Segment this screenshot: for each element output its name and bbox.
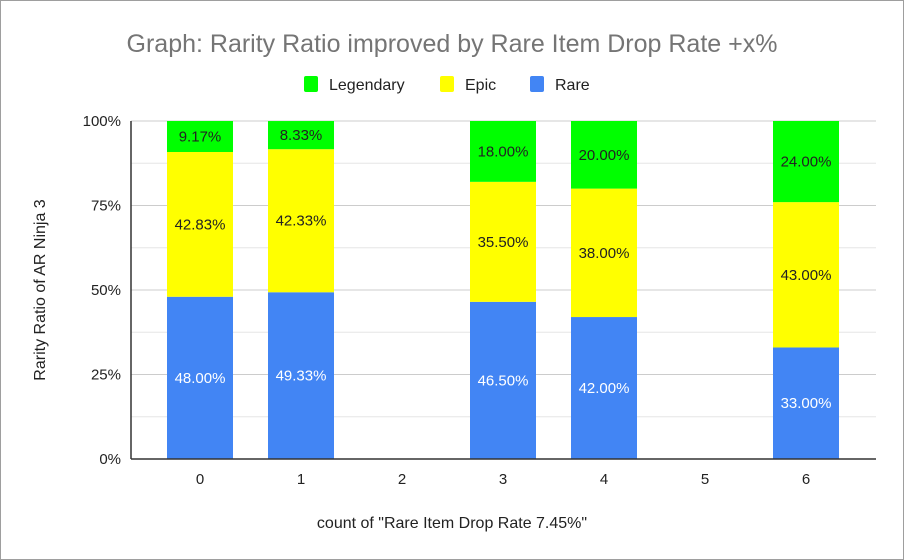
data-label-legendary-1: 8.33% — [280, 127, 323, 144]
legend-swatch — [304, 76, 318, 92]
chart-title: Graph: Rarity Ratio improved by Rare Ite… — [127, 30, 778, 58]
data-label-epic-0: 42.83% — [175, 216, 226, 233]
bar-stack-3: 46.50% 35.50% 18.00% — [470, 121, 536, 459]
legend: Legendary Epic Rare — [304, 76, 590, 94]
data-label-epic-1: 42.33% — [276, 213, 327, 230]
bar-epic-0[interactable] — [167, 151, 233, 297]
bar-legendary-6[interactable] — [773, 121, 839, 203]
bar-legendary-3[interactable] — [470, 121, 536, 182]
bar-stack-4: 42.00% 38.00% 20.00% — [571, 121, 637, 459]
bar-legendary-1[interactable] — [268, 121, 334, 150]
legend-item-legendary[interactable]: Legendary — [304, 76, 405, 94]
x-tick-label: 3 — [499, 471, 507, 488]
legend-label: Epic — [465, 77, 496, 94]
data-label-rare-3: 46.50% — [478, 372, 529, 389]
x-tick-label: 1 — [297, 471, 305, 488]
bar-rare-6[interactable] — [773, 347, 839, 459]
y-axis-ticks: 0% 25% 50% 75% 100% — [83, 113, 121, 468]
bar-rare-4[interactable] — [571, 317, 637, 459]
axes — [130, 121, 876, 460]
data-label-legendary-4: 20.00% — [579, 147, 630, 164]
data-label-legendary-6: 24.00% — [781, 154, 832, 171]
x-tick-label: 5 — [701, 471, 709, 488]
y-tick-label: 0% — [99, 451, 121, 468]
x-axis-title: count of "Rare Item Drop Rate 7.45%" — [317, 515, 587, 532]
bar-stack-1: 49.33% 42.33% 8.33% — [268, 121, 334, 459]
x-tick-label: 0 — [196, 471, 204, 488]
data-label-legendary-3: 18.00% — [478, 143, 529, 160]
bar-legendary-0[interactable] — [167, 121, 233, 152]
y-tick-label: 50% — [91, 282, 121, 299]
data-label-epic-4: 38.00% — [579, 245, 630, 262]
x-tick-label: 6 — [802, 471, 810, 488]
data-label-rare-6: 33.00% — [781, 395, 832, 412]
x-axis-ticks: 0 1 2 3 4 5 6 — [196, 471, 810, 488]
bar-rare-1[interactable] — [268, 292, 334, 459]
legend-swatch — [530, 76, 544, 92]
x-tick-label: 4 — [600, 471, 608, 488]
bar-stack-0: 48.00% 42.83% 9.17% — [167, 121, 233, 459]
bar-epic-1[interactable] — [268, 149, 334, 293]
y-axis-title: Rarity Ratio of AR Ninja 3 — [32, 199, 49, 381]
bar-legendary-4[interactable] — [571, 121, 637, 189]
bar-epic-4[interactable] — [571, 188, 637, 318]
data-label-rare-4: 42.00% — [579, 380, 630, 397]
data-label-epic-3: 35.50% — [478, 234, 529, 251]
data-label-rare-0: 48.00% — [175, 370, 226, 387]
data-label-rare-1: 49.33% — [276, 368, 327, 385]
x-tick-label: 2 — [398, 471, 406, 488]
bar-rare-0[interactable] — [167, 296, 233, 459]
bars: 48.00% 42.83% 9.17% 49.33% 42.33% 8.33% 46.50%… — [167, 121, 839, 459]
legend-label: Legendary — [329, 77, 405, 94]
legend-swatch — [440, 76, 454, 92]
y-tick-label: 25% — [91, 367, 121, 384]
y-tick-label: 100% — [83, 113, 121, 130]
y-tick-label: 75% — [91, 198, 121, 215]
data-label-legendary-0: 9.17% — [179, 128, 222, 145]
bar-epic-6[interactable] — [773, 202, 839, 348]
bar-epic-3[interactable] — [470, 181, 536, 302]
legend-item-rare[interactable]: Rare — [530, 76, 590, 94]
legend-item-epic[interactable]: Epic — [440, 76, 496, 94]
bar-stack-6: 33.00% 43.00% 24.00% — [773, 121, 839, 459]
data-label-epic-6: 43.00% — [781, 267, 832, 284]
legend-label: Rare — [555, 77, 590, 94]
bar-rare-3[interactable] — [470, 301, 536, 459]
